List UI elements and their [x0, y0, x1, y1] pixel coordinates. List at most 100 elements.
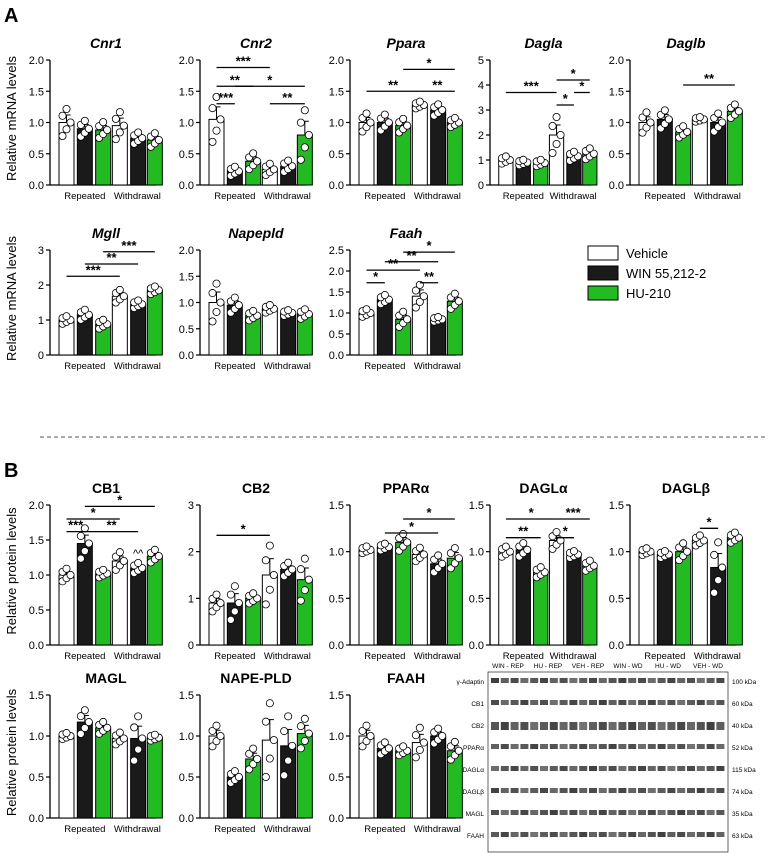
y-tick-label: 0.5	[329, 772, 344, 784]
blot-kda-label: 40 kDa	[732, 723, 753, 730]
blot-band	[569, 678, 578, 683]
blot-kda-label: 60 kDa	[732, 701, 753, 708]
data-point	[296, 118, 305, 127]
legend-swatch	[587, 245, 619, 261]
y-tick-label: 2	[38, 280, 44, 292]
blot-band	[589, 700, 597, 705]
data-point	[296, 155, 305, 164]
data-point	[208, 289, 217, 298]
chart-title: Cnr2	[240, 35, 272, 51]
x-tick-label: Withdrawal	[694, 191, 741, 202]
data-point	[288, 162, 297, 171]
significance-label: *	[426, 55, 432, 70]
blot-band	[667, 810, 676, 815]
blot-band	[559, 832, 568, 837]
blot-band	[638, 766, 646, 771]
blot-band	[549, 810, 558, 815]
y-tick-label: 0.0	[179, 813, 194, 825]
data-point	[358, 726, 367, 735]
data-point	[58, 131, 67, 140]
data-point	[569, 147, 578, 156]
y-tick-label: 1	[478, 155, 484, 167]
data-point	[695, 113, 704, 122]
x-tick-label: Withdrawal	[264, 191, 311, 202]
blot-band	[530, 700, 539, 705]
chart-title: NAPE-PLD	[220, 670, 292, 686]
blot-band	[628, 678, 637, 683]
data-point	[234, 599, 243, 608]
data-point	[80, 116, 89, 125]
blot-frame	[487, 671, 729, 853]
data-point	[411, 753, 420, 762]
blot-band	[687, 810, 695, 815]
significance-label: *	[117, 492, 123, 507]
data-point	[280, 727, 289, 736]
blot-band	[589, 788, 597, 793]
blot-band	[559, 766, 568, 771]
data-point	[438, 106, 447, 115]
blot-band	[628, 832, 637, 837]
blot-band	[510, 700, 519, 705]
x-tick-label: Withdrawal	[414, 191, 461, 202]
y-tick-label: 3	[38, 245, 44, 257]
data-point	[119, 557, 128, 566]
data-point	[296, 744, 305, 753]
chart-cb2: CB2 0 1 2 3 Repeated Withdrawal *	[188, 480, 313, 662]
bar	[58, 574, 75, 646]
data-point	[519, 539, 528, 548]
blot-band	[589, 832, 597, 837]
significance-label: *	[529, 505, 535, 520]
data-point	[450, 737, 459, 746]
data-point	[284, 558, 293, 567]
blot-band	[569, 722, 578, 730]
blot-band	[608, 744, 617, 749]
blot-band	[500, 700, 509, 705]
x-tick-label: Repeated	[64, 361, 105, 372]
data-point	[150, 282, 159, 291]
blot-band	[628, 700, 637, 705]
data-point	[695, 531, 704, 540]
blot-band	[657, 810, 666, 815]
x-tick-label: Repeated	[644, 191, 685, 202]
y-tick-label: 1.5	[329, 86, 344, 98]
y-tick-label: 1	[188, 593, 194, 605]
data-point	[115, 108, 124, 117]
data-point	[411, 303, 420, 312]
data-point	[134, 296, 143, 305]
blot-kda-label: 115 kDa	[732, 767, 756, 774]
blot-band	[706, 744, 715, 749]
blot-band	[598, 678, 607, 683]
x-tick-label: Withdrawal	[264, 361, 311, 372]
data-point	[589, 149, 598, 158]
data-point	[454, 746, 463, 755]
bar	[726, 110, 743, 186]
blot-band	[520, 766, 529, 771]
data-point	[234, 773, 243, 782]
bar	[146, 289, 163, 356]
blot-band	[716, 678, 725, 683]
blot-band	[628, 744, 637, 749]
y-tick-label: 1.5	[329, 287, 344, 299]
blot-band	[647, 678, 656, 683]
data-point	[284, 712, 293, 721]
blot-band	[608, 722, 617, 730]
chart-mgll: Mgll 0 1 2 3 Relative mRNA levels Repeated With…	[4, 225, 163, 372]
blot-band	[569, 744, 578, 749]
blot-band	[510, 744, 519, 749]
blot-band	[647, 700, 656, 705]
data-point	[380, 738, 389, 747]
data-point	[501, 542, 510, 551]
blot-band	[579, 722, 588, 730]
blot-band	[638, 744, 646, 749]
bar	[691, 539, 708, 646]
data-point	[660, 106, 669, 115]
significance-label: **	[388, 77, 399, 92]
blot-band	[520, 788, 529, 793]
data-point	[119, 292, 128, 301]
data-point	[683, 127, 692, 136]
data-point	[362, 109, 371, 118]
data-point	[450, 289, 459, 298]
significance-label: **	[106, 250, 117, 265]
chart-title: DAGLβ	[662, 480, 711, 496]
